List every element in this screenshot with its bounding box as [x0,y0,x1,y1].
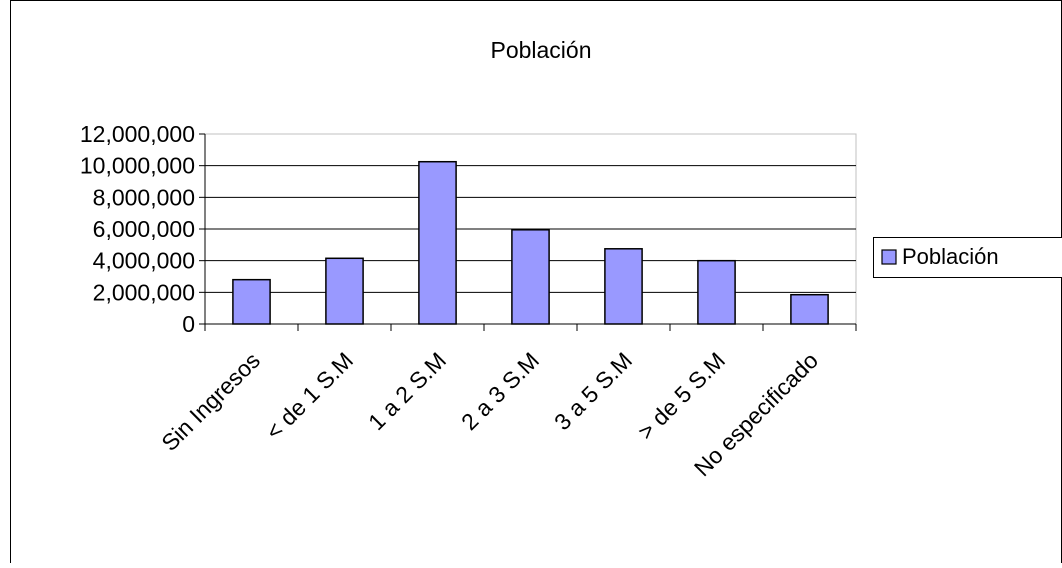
bar [605,249,642,324]
legend: Población [874,238,1062,278]
bar [512,230,549,324]
bar [419,162,456,324]
y-tick-label: 0 [182,311,195,337]
bar [791,295,828,324]
y-tick-label: 4,000,000 [93,248,195,274]
bar [326,258,363,324]
y-tick-label: 6,000,000 [93,216,195,242]
y-tick-label: 10,000,000 [80,153,195,179]
bar [698,261,735,324]
y-tick-label: 2,000,000 [93,279,195,305]
chart-title: Población [490,37,591,63]
legend-swatch [882,250,896,264]
y-tick-labels: 0 2,000,000 4,000,000 6,000,000 8,000,000 10,… [80,121,195,337]
legend-label: Población [902,244,999,269]
y-tick-label: 12,000,000 [80,121,195,147]
y-tick-label: 8,000,000 [93,184,195,210]
bar [233,280,270,324]
